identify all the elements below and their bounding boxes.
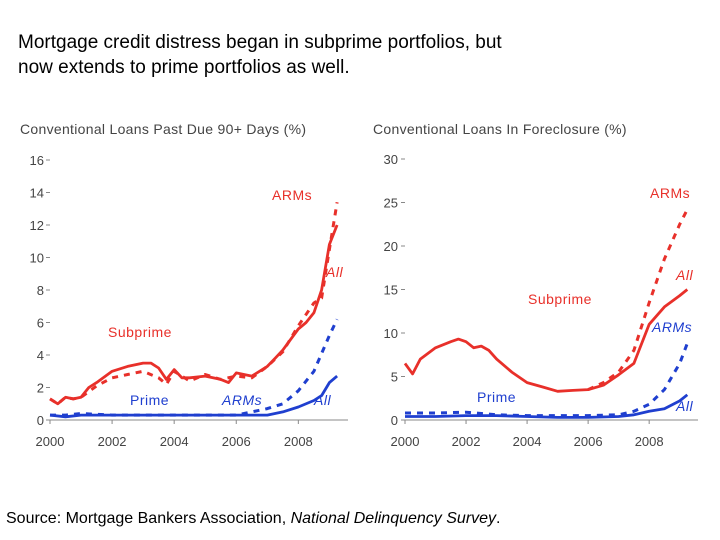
chart-title: Conventional Loans Past Due 90+ Days (%) xyxy=(20,121,306,137)
series-subprime-arms xyxy=(587,208,689,391)
series-prime-all xyxy=(405,393,689,419)
heading-line-1: Mortgage credit distress began in subpri… xyxy=(18,32,502,53)
x-tick-label: 2004 xyxy=(513,434,542,449)
axes: 0 5 10 15 20 25 30 2000 2002 2004 2006 2008 xyxy=(384,152,698,449)
y-tick-label: 12 xyxy=(30,218,44,233)
label-prime: Prime xyxy=(130,392,169,408)
y-tick-label: 2 xyxy=(37,381,44,396)
y-tick-label: 8 xyxy=(37,283,44,298)
y-tick-label: 14 xyxy=(30,186,44,201)
label-prime-all: All xyxy=(313,392,331,408)
label-subprime: Subprime xyxy=(108,324,172,340)
label-subprime: Subprime xyxy=(528,291,592,307)
x-tick-label: 2004 xyxy=(160,434,189,449)
y-tick-label: 10 xyxy=(384,326,398,341)
x-tick-label: 2006 xyxy=(574,434,603,449)
label-subprime-all: All xyxy=(325,264,343,280)
series-subprime-all xyxy=(403,288,689,393)
series-prime-all xyxy=(49,375,339,419)
y-tick-label: 4 xyxy=(37,348,44,363)
y-tick-label: 16 xyxy=(30,153,44,168)
y-tick-label: 15 xyxy=(384,283,398,298)
series-subprime-all xyxy=(49,224,339,406)
source-prefix: Source: Mortgage Bankers Association, xyxy=(6,510,291,527)
y-tick-label: 20 xyxy=(384,239,398,254)
series-lines xyxy=(49,202,339,419)
x-tick-label: 2002 xyxy=(452,434,481,449)
x-tick-label: 2008 xyxy=(284,434,313,449)
y-tick-label: 6 xyxy=(37,316,44,331)
y-tick-label: 10 xyxy=(30,251,44,266)
label-prime-arms: ARMs xyxy=(651,319,692,335)
label-prime-all: All xyxy=(675,398,693,414)
x-tick-label: 2000 xyxy=(36,434,65,449)
x-tick-label: 2006 xyxy=(222,434,251,449)
heading-line-2: now extends to prime portfolios as well. xyxy=(18,57,350,78)
label-prime-arms: ARMs xyxy=(221,392,262,408)
chart-title: Conventional Loans In Foreclosure (%) xyxy=(373,121,627,137)
axes: 0 2 4 6 8 10 12 14 16 2000 2002 2004 2006 2008 xyxy=(30,153,348,449)
series-lines xyxy=(403,208,689,419)
label-subprime-all: All xyxy=(675,267,693,283)
source-suffix: . xyxy=(496,510,501,527)
y-tick-label: 30 xyxy=(384,152,398,167)
slide-heading: Mortgage credit distress began in subpri… xyxy=(18,30,708,80)
y-tick-label: 0 xyxy=(37,413,44,428)
y-tick-label: 5 xyxy=(391,370,398,385)
y-tick-label: 25 xyxy=(384,196,398,211)
series-subprime-arms xyxy=(49,202,339,406)
x-tick-label: 2002 xyxy=(98,434,127,449)
chart-foreclosure: Conventional Loans In Foreclosure (%) 0 5… xyxy=(373,121,698,449)
y-tick-label: 0 xyxy=(391,413,398,428)
source-note: Source: Mortgage Bankers Association, Na… xyxy=(6,510,501,528)
source-publication: National Delinquency Survey xyxy=(290,510,497,527)
series-prime-arms xyxy=(405,342,689,418)
x-tick-label: 2000 xyxy=(391,434,420,449)
chart-past-due: Conventional Loans Past Due 90+ Days (%)… xyxy=(20,121,348,449)
x-tick-label: 2008 xyxy=(635,434,664,449)
label-subprime-arms: ARMs xyxy=(650,185,690,201)
label-subprime-arms: ARMs xyxy=(272,187,312,203)
label-prime: Prime xyxy=(477,389,516,405)
